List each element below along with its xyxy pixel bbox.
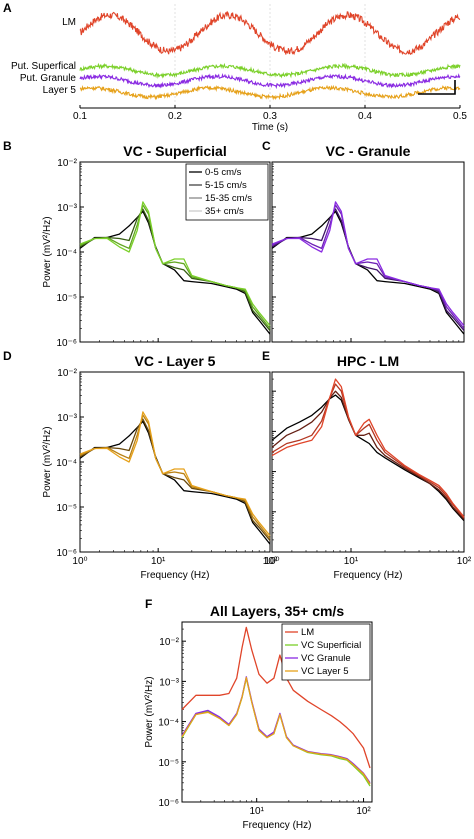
- panel-f-legend-entry-1: VC Superficial: [301, 640, 361, 651]
- panel-b-series-1: [79, 208, 271, 331]
- panel-d-xtick-label-1: 10¹: [151, 556, 166, 567]
- panel-d-series-3: [79, 411, 271, 537]
- panel-a-xtick-label-4: 0.5: [453, 111, 467, 122]
- panel-f-ytick-label-3: 10⁻³: [159, 677, 179, 688]
- panel-b-title: VC - Superficial: [123, 143, 226, 159]
- panel-d-ylabel: Power (mV²/Hz): [42, 426, 53, 497]
- panel-c-frame: [271, 161, 465, 343]
- panel-d-ytick-label-4: 10⁻²: [57, 368, 77, 379]
- panel-c-title: VC - Granule: [326, 143, 411, 159]
- panel-a-xtick-label-2: 0.3: [263, 111, 277, 122]
- panel-b-ytick-label-1: 10⁻⁵: [56, 293, 77, 304]
- panel-f-ylabel: Power (mV²/Hz): [144, 676, 155, 747]
- panel-a-xlabel: Time (s): [252, 122, 288, 133]
- panel-e-xtick-label-2: 10²: [457, 556, 472, 567]
- panel-label-f: F: [145, 597, 152, 611]
- panel-f-series-2: [181, 676, 371, 784]
- panel-f-series-3: [181, 676, 371, 785]
- panel-a-trace-3: [79, 84, 461, 101]
- panel-f-xlabel: Frequency (Hz): [243, 820, 312, 831]
- panel-label-a: A: [3, 1, 12, 15]
- panel-label-e: E: [262, 349, 270, 363]
- panel-f-ytick-label-4: 10⁻²: [159, 637, 179, 648]
- panel-b-legend-entry-1: 5-15 cm/s: [205, 180, 247, 191]
- panel-d-ytick-label-1: 10⁻⁵: [56, 503, 77, 514]
- panel-d-ytick-label-0: 10⁻⁶: [56, 548, 77, 559]
- panel-f-ytick-label-0: 10⁻⁶: [158, 798, 179, 809]
- panel-a-scale-bar: [418, 80, 456, 95]
- panel-d-xtick-label-2: 10²: [263, 556, 278, 567]
- panel-e-xtick-label-1: 10¹: [344, 556, 359, 567]
- panel-d-title: VC - Layer 5: [135, 353, 216, 369]
- panel-a-trace-0: [79, 10, 461, 56]
- panel-b-legend-entry-0: 0-5 cm/s: [205, 167, 242, 178]
- panel-a-trace-1: [79, 62, 461, 79]
- panel-d-xtick-label-0: 10⁰: [72, 556, 87, 567]
- panel-c-series-1: [271, 208, 465, 331]
- panel-a-trace-2: [79, 72, 461, 90]
- panel-b-series-0: [79, 210, 271, 335]
- panel-d-ytick-label-3: 10⁻³: [57, 413, 77, 424]
- panel-a-xtick-label-3: 0.4: [358, 111, 372, 122]
- panel-e-series-1: [271, 390, 465, 520]
- panel-f-title: All Layers, 35+ cm/s: [210, 603, 344, 619]
- panel-b-legend-entry-3: 35+ cm/s: [205, 206, 244, 217]
- panel-d-series-0: [79, 420, 271, 545]
- panel-label-d: D: [3, 349, 12, 363]
- panel-f-legend-entry-2: VC Granule: [301, 653, 351, 664]
- panel-a-xtick-label-0: 0.1: [73, 111, 87, 122]
- panel-e-series-3: [271, 378, 465, 518]
- panel-a-label-superficial: Put. Superfical: [11, 61, 76, 72]
- panel-f-ytick-label-2: 10⁻⁴: [158, 718, 179, 729]
- panel-d-series-2: [79, 414, 271, 539]
- panel-b-ytick-label-0: 10⁻⁶: [56, 338, 77, 349]
- panel-d-ytick-label-2: 10⁻⁴: [56, 458, 77, 469]
- panel-e-xlabel: Frequency (Hz): [334, 570, 403, 581]
- panel-a-label-layer5: Layer 5: [43, 85, 77, 96]
- panel-c-series-3: [271, 201, 465, 327]
- panel-f-ytick-label-1: 10⁻⁵: [158, 758, 179, 769]
- panel-c-series-2: [271, 204, 465, 329]
- panel-e-frame: [271, 371, 465, 553]
- panel-label-c: C: [262, 139, 271, 153]
- panel-e-title: HPC - LM: [337, 353, 399, 369]
- panel-a-xtick-label-1: 0.2: [168, 111, 182, 122]
- panel-b-ytick-label-4: 10⁻²: [57, 158, 77, 169]
- panel-f-xtick-label-0: 10¹: [249, 806, 264, 817]
- panel-b-series-3: [79, 201, 271, 327]
- panel-f-xtick-label-1: 10²: [356, 806, 371, 817]
- panel-b-series-2: [79, 204, 271, 329]
- panel-label-b: B: [3, 139, 12, 153]
- panel-a-label-granule: Put. Granule: [20, 73, 77, 84]
- panel-b-legend-entry-2: 15-35 cm/s: [205, 193, 252, 204]
- panel-f-legend-entry-3: VC Layer 5: [301, 666, 349, 677]
- panel-f-legend-entry-0: LM: [301, 627, 314, 638]
- panel-d-frame: [79, 371, 271, 553]
- panel-b-ytick-label-3: 10⁻³: [57, 203, 77, 214]
- panel-d-xlabel: Frequency (Hz): [141, 570, 210, 581]
- panel-d-series-1: [79, 418, 271, 541]
- panel-f-series-0: [181, 626, 371, 769]
- panel-b-ytick-label-2: 10⁻⁴: [56, 248, 77, 259]
- panel-e-series-2: [271, 383, 465, 519]
- panel-f-series-1: [181, 677, 371, 787]
- panel-f-frame: [181, 621, 373, 803]
- panel-c-series-0: [271, 210, 465, 335]
- panel-b-ylabel: Power (mV²/Hz): [42, 216, 53, 287]
- panel-e-series-0: [271, 394, 465, 522]
- panel-e-xtick-label-0: 10⁰: [264, 556, 279, 567]
- panel-a-label-lm: LM: [62, 17, 76, 28]
